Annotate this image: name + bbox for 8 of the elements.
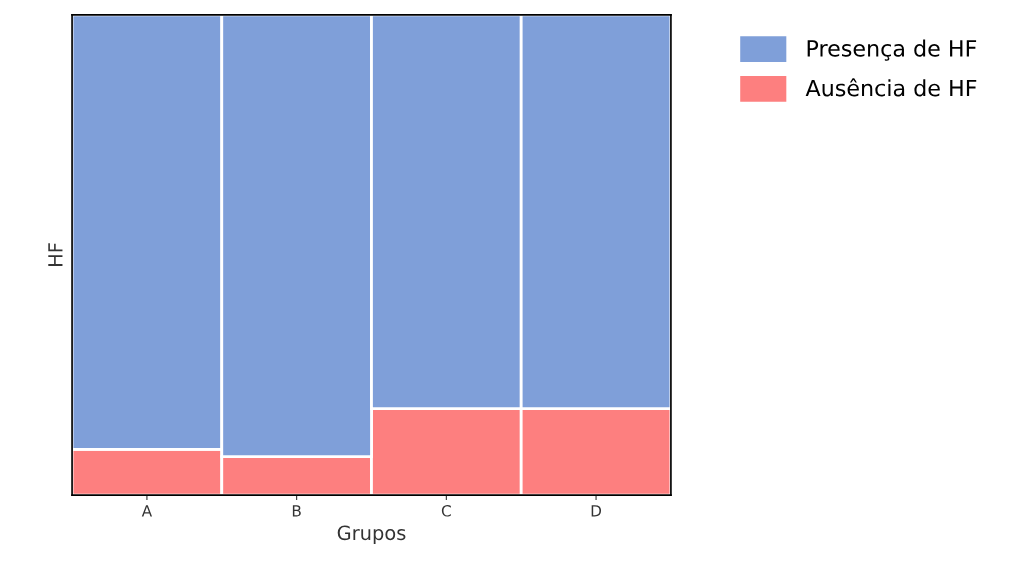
x-tick-label: B [292, 505, 301, 517]
x-tick-label: D [591, 505, 602, 517]
legend-label: Ausência de HF [805, 78, 977, 97]
legend-label: Presença de HF [807, 39, 977, 61]
y-axis-title: HF [48, 243, 63, 266]
x-tick-label: A [141, 505, 153, 517]
x-axis-title: Grupos [337, 525, 406, 544]
x-tick-label: C [441, 505, 451, 517]
